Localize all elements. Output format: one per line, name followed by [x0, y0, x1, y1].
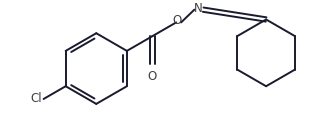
Text: O: O	[172, 14, 182, 27]
Text: O: O	[148, 69, 157, 83]
Text: N: N	[194, 2, 203, 15]
Text: Cl: Cl	[30, 92, 41, 106]
